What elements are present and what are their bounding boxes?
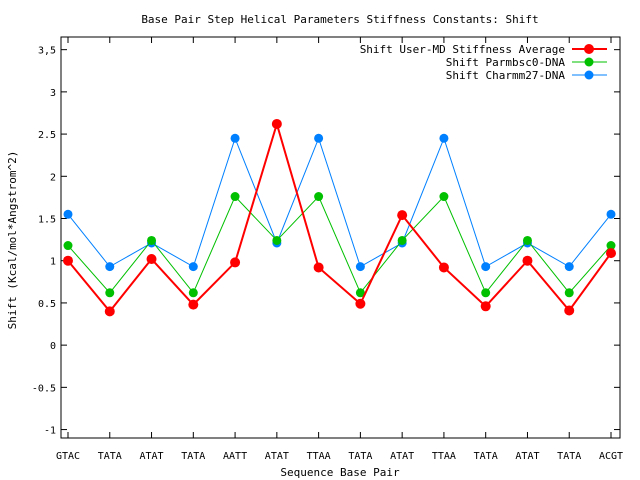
x-axis: GTAC TATA ATAT TATA AATT ATAT TTAA TATA ATAT TTAA… — [56, 37, 623, 462]
data-point — [63, 241, 73, 251]
plot-frame — [60, 36, 621, 439]
data-point — [481, 288, 491, 298]
data-point — [397, 210, 408, 221]
series-1 — [63, 118, 616, 317]
data-point — [272, 235, 282, 245]
data-point — [230, 257, 241, 268]
y-tick-label: 2.5 — [38, 130, 56, 141]
x-tick-label: ACGT — [599, 451, 623, 462]
x-tick-label: GTAC — [56, 451, 80, 462]
data-point — [105, 262, 115, 272]
x-tick-label: ATAT — [515, 451, 539, 462]
x-tick-label: TATA — [557, 451, 581, 462]
data-point — [606, 248, 616, 259]
y-tick-label: 1 — [50, 257, 56, 268]
data-point — [188, 262, 198, 272]
y-tick-label: 3,5 — [38, 46, 56, 57]
x-tick-label: TATA — [181, 451, 205, 462]
data-point — [397, 235, 407, 245]
data-point — [439, 133, 449, 143]
data-point — [355, 262, 365, 272]
x-tick-label: TATA — [474, 451, 498, 462]
data-point — [146, 254, 157, 265]
x-tick-label: ATAT — [390, 451, 414, 462]
data-point — [480, 301, 491, 312]
series-3 — [63, 133, 616, 272]
data-point — [314, 133, 324, 143]
data-point — [314, 192, 324, 202]
legend-label: Shift Parmbsc0-DNA — [446, 56, 566, 69]
series-line — [67, 195, 612, 294]
data-point — [522, 255, 533, 266]
series-line — [67, 120, 612, 313]
y-axis-label: Shift (Kcal/mol*Angstrom^2) — [6, 151, 19, 330]
chart-title: Base Pair Step Helical Parameters Stiffn… — [141, 13, 538, 26]
x-tick-label: TATA — [98, 451, 122, 462]
x-tick-label: TTAA — [432, 451, 456, 462]
data-point — [63, 209, 73, 219]
data-point — [313, 262, 324, 273]
data-point — [481, 262, 491, 272]
data-point — [564, 262, 574, 272]
data-point — [104, 306, 115, 317]
data-point — [147, 235, 157, 245]
data-point — [438, 262, 449, 273]
data-point — [355, 288, 365, 298]
data-point — [355, 298, 366, 309]
series-2 — [63, 192, 616, 298]
data-point — [105, 288, 115, 298]
series-line — [67, 136, 612, 268]
legend-marker — [584, 57, 594, 67]
data-point — [271, 118, 282, 129]
data-point — [564, 288, 574, 298]
legend-label: Shift User-MD Stiffness Average — [360, 43, 565, 56]
legend-marker — [584, 44, 594, 54]
x-tick-label: TATA — [348, 451, 372, 462]
data-point — [230, 133, 240, 143]
data-point — [230, 192, 240, 202]
data-point — [188, 299, 199, 310]
data-point — [522, 235, 532, 245]
data-point — [188, 288, 198, 298]
y-tick-label: 1.5 — [38, 215, 56, 226]
y-tick-label: 2 — [50, 172, 56, 183]
x-axis-label: Sequence Base Pair — [280, 466, 400, 479]
legend-label: Shift Charmm27-DNA — [446, 69, 566, 82]
y-tick-label: -1 — [44, 426, 56, 437]
data-point — [564, 305, 575, 316]
data-point — [606, 241, 616, 251]
x-tick-label: ATAT — [139, 451, 163, 462]
legend-marker — [584, 70, 594, 80]
y-axis: -1 -0.5 0 0.5 1 1.5 2 2.5 3 3,5 — [32, 46, 620, 437]
series-layer — [63, 118, 616, 317]
y-tick-label: 3 — [50, 88, 56, 99]
data-point — [439, 192, 449, 202]
data-point — [606, 209, 616, 219]
x-tick-label: TTAA — [307, 451, 331, 462]
x-tick-label: ATAT — [265, 451, 289, 462]
x-tick-label: AATT — [223, 451, 247, 462]
data-point — [63, 255, 73, 266]
y-tick-label: 0 — [50, 341, 56, 352]
y-tick-label: 0.5 — [38, 299, 56, 310]
y-tick-label: -0.5 — [32, 383, 56, 394]
